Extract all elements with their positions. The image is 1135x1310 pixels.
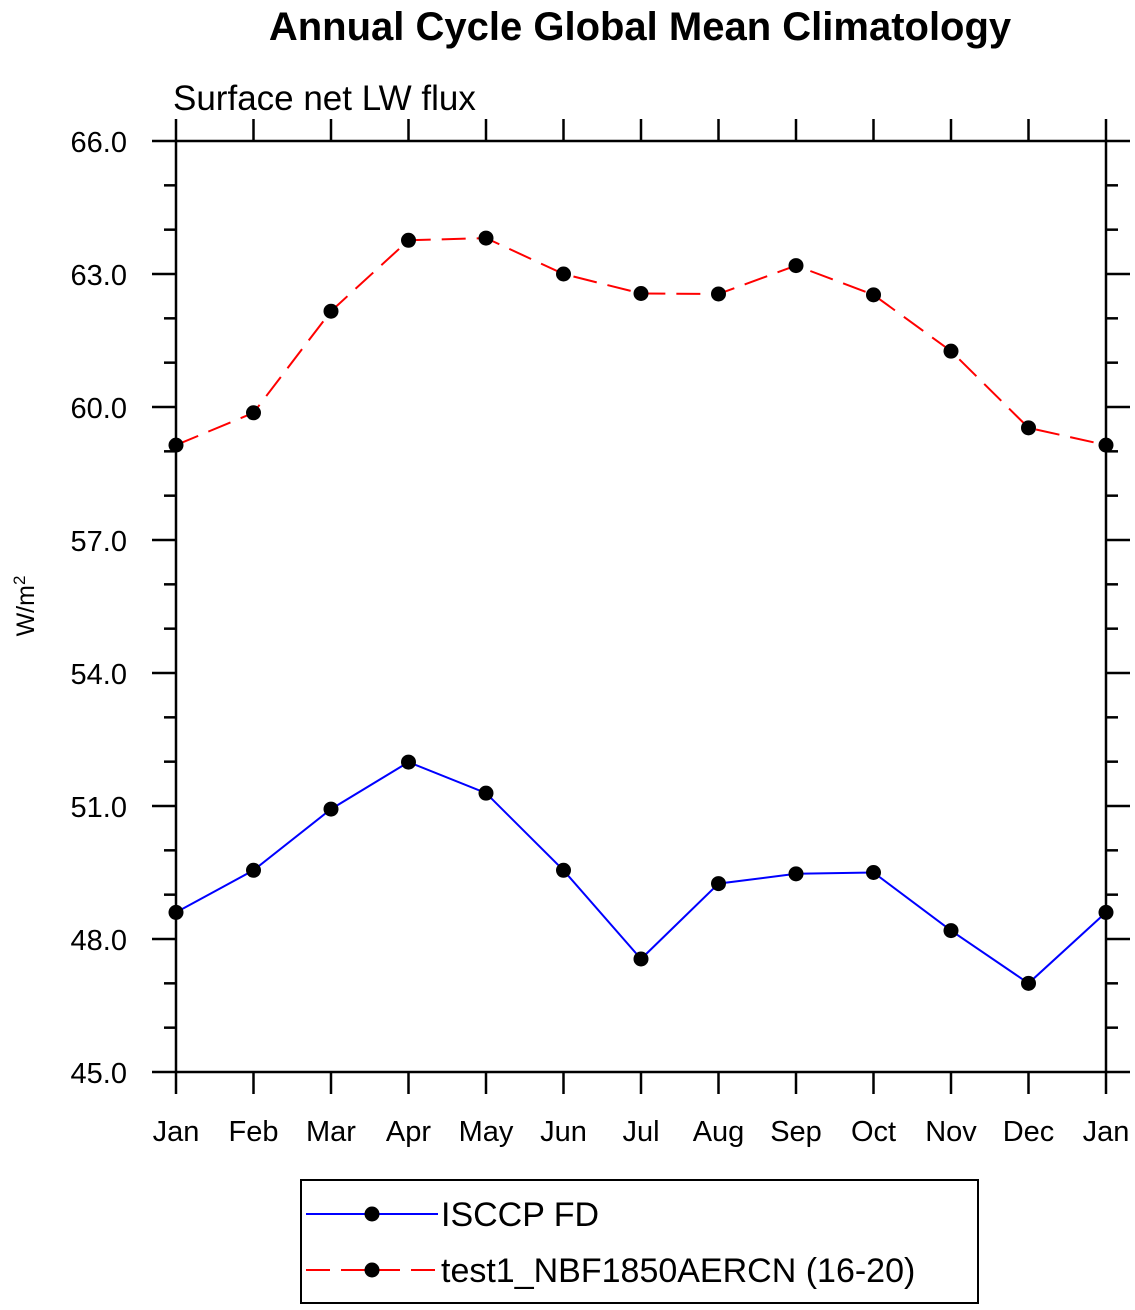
legend-label-0: ISCCP FD bbox=[441, 1196, 599, 1234]
data-point bbox=[1021, 975, 1036, 991]
x-tick-label: Sep bbox=[770, 1116, 822, 1148]
x-tick-label: Jan bbox=[1083, 1116, 1130, 1148]
y-tick-label: 51.0 bbox=[71, 792, 127, 824]
data-point bbox=[323, 303, 339, 319]
data-point bbox=[866, 865, 881, 880]
data-point bbox=[943, 343, 959, 359]
y-tick-label: 57.0 bbox=[71, 526, 127, 558]
x-tick-label: Jul bbox=[622, 1116, 659, 1148]
data-point bbox=[478, 230, 494, 246]
data-point bbox=[788, 258, 804, 274]
data-point bbox=[246, 862, 261, 878]
x-tick-label: Dec bbox=[1003, 1116, 1055, 1148]
x-tick-label: Feb bbox=[229, 1116, 279, 1148]
data-point bbox=[711, 876, 726, 892]
data-point bbox=[943, 923, 959, 939]
y-tick-label: 48.0 bbox=[71, 925, 127, 957]
data-point bbox=[556, 862, 571, 878]
y-tick-label: 60.0 bbox=[71, 393, 127, 425]
data-point bbox=[246, 405, 261, 421]
data-point bbox=[1098, 904, 1114, 920]
series-line-1 bbox=[175, 237, 1107, 447]
y-tick-label: 54.0 bbox=[71, 659, 127, 691]
data-point bbox=[168, 437, 184, 453]
data-point bbox=[556, 266, 571, 282]
data-point bbox=[401, 232, 416, 248]
x-tick-label: Nov bbox=[925, 1116, 977, 1148]
chart-subtitle: Surface net LW flux bbox=[173, 79, 476, 118]
series-line-0 bbox=[175, 760, 1107, 985]
plot-frame bbox=[174, 139, 1108, 1074]
data-point bbox=[1098, 437, 1114, 453]
data-point bbox=[866, 287, 881, 303]
x-tick-label: Jan bbox=[153, 1116, 200, 1148]
legend-box bbox=[300, 1179, 979, 1304]
series-points bbox=[168, 230, 1114, 991]
x-tick-label: Jun bbox=[540, 1116, 587, 1148]
data-point bbox=[788, 866, 804, 882]
y-axis-label: W/m2 bbox=[10, 576, 40, 637]
x-tick-label: Aug bbox=[693, 1116, 745, 1148]
data-point bbox=[1021, 420, 1036, 436]
legend-label-1: test1_NBF1850AERCN (16-20) bbox=[441, 1252, 915, 1290]
data-point bbox=[478, 785, 494, 801]
x-tick-label: May bbox=[459, 1116, 514, 1148]
data-point bbox=[633, 951, 649, 967]
legend-marker bbox=[364, 1206, 380, 1222]
plot-border bbox=[174, 139, 1108, 1074]
data-point bbox=[633, 286, 649, 302]
data-point bbox=[323, 801, 339, 817]
y-tick-label: 66.0 bbox=[71, 127, 127, 159]
data-point bbox=[401, 754, 416, 770]
y-tick-label: 45.0 bbox=[71, 1058, 127, 1090]
y-tick-label: 63.0 bbox=[71, 260, 127, 292]
x-tick-label: Apr bbox=[386, 1116, 431, 1148]
series-lines bbox=[175, 237, 1107, 985]
data-point bbox=[168, 904, 184, 920]
x-tick-label: Oct bbox=[851, 1116, 896, 1148]
x-tick-label: Mar bbox=[306, 1116, 356, 1148]
chart-title: Annual Cycle Global Mean Climatology bbox=[269, 5, 1012, 49]
legend: ISCCP FD test1_NBF1850AERCN (16-20) bbox=[300, 1179, 979, 1304]
axis-ticks bbox=[152, 119, 1130, 1094]
tick-labels: Jan Feb Mar Apr May Jun Jul Aug Sep Oct Nov Dec Jan 4… bbox=[71, 127, 1130, 1148]
data-point bbox=[711, 286, 726, 302]
legend-marker bbox=[364, 1262, 380, 1278]
